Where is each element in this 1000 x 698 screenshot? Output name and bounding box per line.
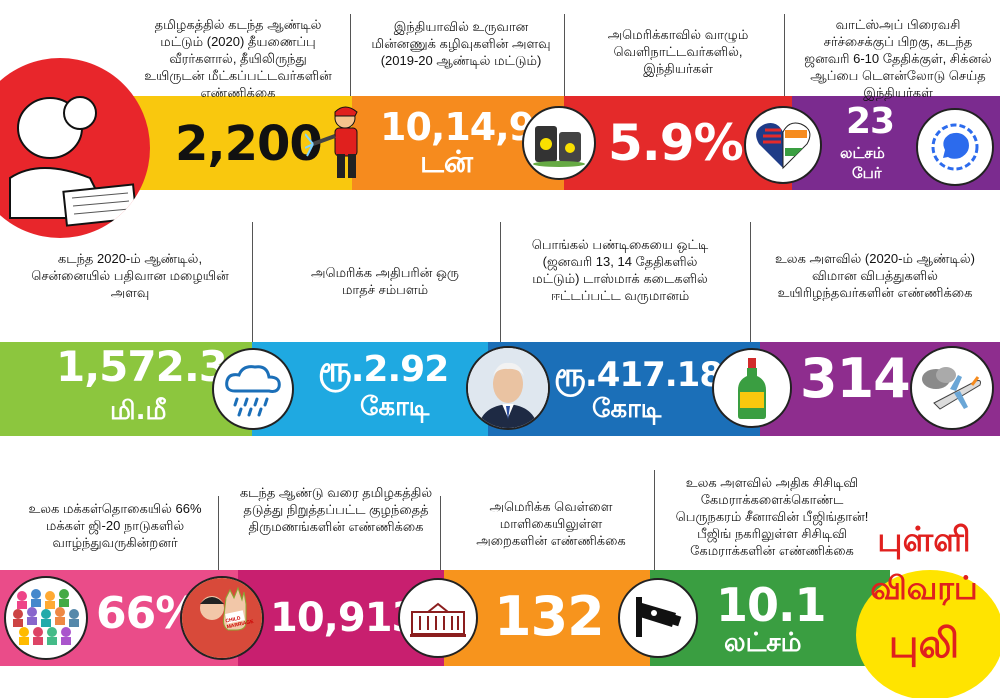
pin-usindians <box>784 14 785 96</box>
firefighter-icon <box>304 104 375 184</box>
value-signal: 23 <box>846 101 895 142</box>
pin-whitehouse <box>654 470 655 570</box>
signal-app-icon <box>916 108 994 186</box>
logo-line-2: விவரப் <box>870 569 978 607</box>
pin-tasmac <box>750 222 751 342</box>
caption-rain: கடந்த 2020-ம் ஆண்டில், சென்னையில் பதிவான… <box>31 251 229 300</box>
stop-child-marriage-icon: CHILD MARRIAGE <box>180 576 264 660</box>
white-house-icon <box>398 578 478 658</box>
crowd-icon <box>4 576 88 660</box>
value-rain: 1,572.3 <box>56 342 228 391</box>
cartoon-illustration <box>0 58 150 238</box>
pin-rain <box>252 222 253 342</box>
caption-g20: உலக மக்கள்தொகையில் 66% மக்கள் ஜி-20 நாடு… <box>28 501 202 550</box>
value-salary: ரூ.2.92 <box>318 349 449 390</box>
caption-usindians: அமெரிக்காவில் வாழும் வெளிநாட்டவர்களில், … <box>607 27 749 76</box>
pin-g20 <box>218 496 219 570</box>
reader-cartoon-icon <box>9 96 138 227</box>
value-childmarriage: 10,913 <box>270 595 419 641</box>
logo-yellow-blob <box>856 570 1000 698</box>
caption-childmarriage: கடந்த ஆண்டு வரை தமிழகத்தில் தடுத்து நிறு… <box>239 485 433 534</box>
caption-fire: தமிழகத்தில் கடந்த ஆண்டில் மட்டும் (2020)… <box>144 17 332 100</box>
pulli-vivara-puli-logo: புள்ளி விவரப் புலி <box>848 520 1000 698</box>
unit-rain: மி.மீ <box>110 396 167 426</box>
logo-line-3: புலி <box>888 621 960 667</box>
pin-salary <box>500 222 501 342</box>
value-tasmac: ரூ.417.18 <box>554 355 723 395</box>
waste-barrels-icon <box>522 106 596 180</box>
cctv-camera-icon <box>618 578 698 658</box>
plane-crash-icon <box>910 346 994 430</box>
segment-rain <box>0 342 252 436</box>
value-whitehouse: 132 <box>494 585 605 648</box>
row-2-band <box>0 342 1000 436</box>
caption-air: உலக அளவில் (2020-ம் ஆண்டில்) விமான விபத்… <box>775 251 975 300</box>
value-air: 314 <box>800 347 911 410</box>
value-fire: 2,200 <box>175 116 323 172</box>
pin-childmarriage <box>440 496 441 570</box>
caption-whitehouse: அமெரிக்க வெள்ளை மாளிகையிலுள்ள அறைகளின் எ… <box>476 499 626 548</box>
us-india-heart-icon <box>744 106 822 184</box>
unit-ewaste: டன் <box>420 145 473 180</box>
liquor-bottle-icon <box>712 348 792 428</box>
value-cctv: 10.1 <box>716 578 826 632</box>
pin-ewaste <box>564 14 565 96</box>
logo-line-1: புள்ளி <box>877 520 971 560</box>
unit-cctv: லட்சம் <box>724 628 802 658</box>
unit-tasmac: கோடி <box>592 394 662 424</box>
unit-salary: கோடி <box>360 392 430 422</box>
caption-cctv: உலக அளவில் அதிக சிசிடிவி கேமராக்களைக்கொண… <box>675 475 869 558</box>
pin-fire <box>350 14 351 96</box>
caption-signal: வாட்ஸ்அப் பிரைவசி சர்ச்சைக்குப் பிறகு, க… <box>804 17 992 100</box>
president-portrait-icon <box>466 346 550 430</box>
value-usindians: 5.9% <box>608 114 744 172</box>
caption-ewaste: இந்தியாவில் உருவான மின்னணுக் கழிவுகளின் … <box>371 19 551 68</box>
rain-cloud-icon <box>212 348 294 430</box>
unit-signal-line2: பேர் <box>852 164 882 182</box>
caption-salary: அமெரிக்க அதிபரின் ஒரு மாதச் சம்பளம் <box>311 265 459 297</box>
segment-whitehouse <box>444 570 650 666</box>
unit-signal-line1: லட்சம் <box>840 144 885 162</box>
caption-tasmac: பொங்கல் பண்டிகையை ஒட்டி (ஜனவரி 13, 14 தே… <box>531 237 709 303</box>
